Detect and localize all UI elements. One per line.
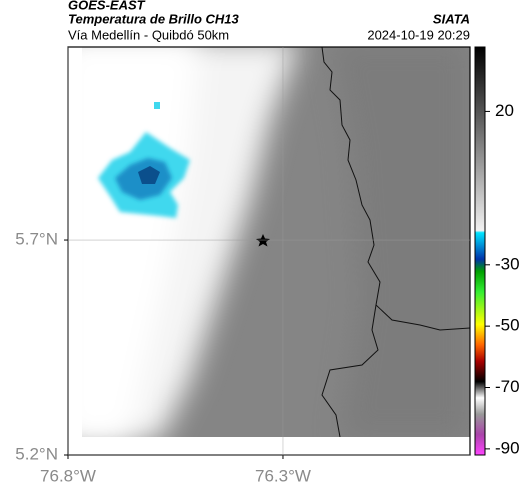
colorbar-tick-label: -50 bbox=[495, 316, 520, 335]
colorbar-tick-label: -70 bbox=[495, 377, 520, 396]
y-tick-label: 5.7°N bbox=[15, 230, 58, 249]
colorbar-tick-label: 20 bbox=[495, 101, 514, 120]
agency: SIATA bbox=[433, 11, 470, 26]
colorbar bbox=[474, 46, 486, 456]
x-tick-label: 76.3°W bbox=[255, 466, 311, 485]
timestamp: 2024-10-19 20:29 bbox=[367, 27, 470, 42]
colorbar-tick-label: -30 bbox=[495, 254, 520, 273]
colorbar-tick-label: -90 bbox=[495, 438, 520, 457]
title: Temperatura de Brillo CH13 bbox=[68, 11, 240, 26]
x-tick-label: 76.8°W bbox=[40, 466, 96, 485]
source: GOES-EAST bbox=[68, 0, 146, 12]
satellite-image bbox=[82, 47, 470, 437]
subtitle: Vía Medellín - Quibdó 50km bbox=[68, 27, 229, 42]
y-tick-label: 5.2°N bbox=[15, 444, 58, 463]
